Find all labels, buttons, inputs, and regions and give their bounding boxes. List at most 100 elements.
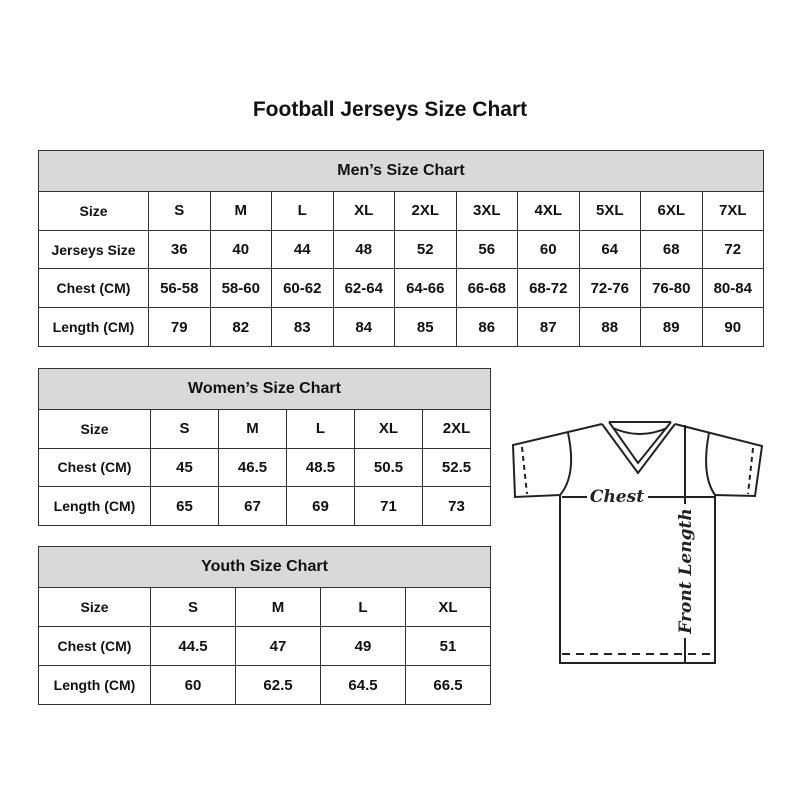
table-cell: S <box>148 190 211 231</box>
table-cell: XL <box>354 408 423 449</box>
table-cell: 83 <box>271 307 334 347</box>
table-row: Size S M L XL <box>38 587 491 628</box>
table-cell: 79 <box>148 307 211 347</box>
table-cell: 44 <box>271 229 334 270</box>
row-label: Length (CM) <box>38 307 149 347</box>
row-label: Chest (CM) <box>38 626 151 667</box>
collar-inner <box>608 421 672 465</box>
table-cell: 90 <box>701 307 764 347</box>
table-cell: L <box>320 587 406 628</box>
youth-table-heading: Youth Size Chart <box>38 545 491 589</box>
table-cell: 64.5 <box>320 665 406 705</box>
table-cell: 73 <box>422 486 491 526</box>
table-cell: S <box>150 587 236 628</box>
table-cell: 64 <box>578 229 641 270</box>
table-cell: 88 <box>578 307 641 347</box>
table-cell: 46.5 <box>218 447 287 488</box>
table-cell: 60 <box>150 665 236 705</box>
table-cell: 62.5 <box>235 665 321 705</box>
table-cell: 85 <box>394 307 457 347</box>
row-label: Jerseys Size <box>38 229 149 270</box>
table-cell: M <box>209 190 272 231</box>
table-cell: 76-80 <box>640 268 703 309</box>
table-cell: 82 <box>209 307 272 347</box>
table-cell: L <box>286 408 355 449</box>
row-label: Size <box>38 190 149 231</box>
mens-size-table: Men’s Size Chart Size S M L XL 2XL 3XL 4XL 5XL 6XL… <box>38 150 764 347</box>
table-cell: 56-58 <box>148 268 211 309</box>
table-cell: 51 <box>405 626 491 667</box>
table-cell: 40 <box>209 229 272 270</box>
table-cell: 49 <box>320 626 406 667</box>
table-cell: 65 <box>150 486 219 526</box>
table-cell: M <box>235 587 321 628</box>
table-cell: XL <box>405 587 491 628</box>
table-cell: 44.5 <box>150 626 236 667</box>
youth-size-table: Youth Size Chart Size S M L XL Chest (CM) 44.5 4… <box>38 545 491 705</box>
table-cell: 86 <box>455 307 518 347</box>
table-row: Jerseys Size 36 40 44 48 52 56 60 64 68 72 <box>38 229 764 270</box>
table-cell: 66-68 <box>455 268 518 309</box>
row-label: Length (CM) <box>38 665 151 705</box>
table-cell: 62-64 <box>332 268 395 309</box>
table-cell: 50.5 <box>354 447 423 488</box>
table-row: Length (CM) 79 82 83 84 85 86 87 88 89 90 <box>38 307 764 347</box>
table-cell: 7XL <box>701 190 764 231</box>
table-cell: L <box>271 190 334 231</box>
table-cell: 2XL <box>422 408 491 449</box>
chest-label: Chest <box>590 487 644 507</box>
table-cell: 3XL <box>455 190 518 231</box>
table-cell: 52 <box>394 229 457 270</box>
table-cell: 36 <box>148 229 211 270</box>
women-table-heading: Women’s Size Chart <box>38 368 491 410</box>
jersey-outline <box>511 423 764 664</box>
row-label: Chest (CM) <box>38 268 149 309</box>
table-cell: 67 <box>218 486 287 526</box>
table-cell: 45 <box>150 447 219 488</box>
table-cell: 87 <box>517 307 580 347</box>
men-table-heading: Men’s Size Chart <box>38 150 764 192</box>
row-label: Size <box>38 408 151 449</box>
table-cell: 48.5 <box>286 447 355 488</box>
collar-back <box>612 427 668 435</box>
table-cell: 80-84 <box>701 268 764 309</box>
table-cell: 5XL <box>578 190 641 231</box>
table-cell: 6XL <box>640 190 703 231</box>
table-cell: 2XL <box>394 190 457 231</box>
table-cell: 68 <box>640 229 703 270</box>
jersey-diagram: Chest Front Length <box>511 421 764 664</box>
table-cell: 69 <box>286 486 355 526</box>
table-row: Size S M L XL 2XL 3XL 4XL 5XL 6XL 7XL <box>38 190 764 231</box>
table-cell: 72-76 <box>578 268 641 309</box>
table-cell: 48 <box>332 229 395 270</box>
table-cell: XL <box>332 190 395 231</box>
table-row: Chest (CM) 56-58 58-60 60-62 62-64 64-66 66-68… <box>38 268 764 309</box>
table-cell: 60-62 <box>271 268 334 309</box>
table-cell: 66.5 <box>405 665 491 705</box>
table-cell: 56 <box>455 229 518 270</box>
table-row: Size S M L XL 2XL <box>38 408 491 449</box>
table-cell: 89 <box>640 307 703 347</box>
table-row: Length (CM) 65 67 69 71 73 <box>38 486 491 526</box>
table-cell: 4XL <box>517 190 580 231</box>
table-cell: S <box>150 408 219 449</box>
right-sleeve-seam <box>705 432 716 496</box>
table-cell: 52.5 <box>422 447 491 488</box>
table-cell: 71 <box>354 486 423 526</box>
table-row: Length (CM) 60 62.5 64.5 66.5 <box>38 665 491 705</box>
row-label: Chest (CM) <box>38 447 151 488</box>
sleeve-hem <box>521 446 754 495</box>
womens-size-table: Women’s Size Chart Size S M L XL 2XL Chest (CM)… <box>38 368 491 526</box>
table-cell: 64-66 <box>394 268 457 309</box>
table-cell: 72 <box>701 229 764 270</box>
table-row: Chest (CM) 44.5 47 49 51 <box>38 626 491 667</box>
collar-outer <box>601 423 676 475</box>
table-cell: 60 <box>517 229 580 270</box>
row-label: Length (CM) <box>38 486 151 526</box>
table-cell: 58-60 <box>209 268 272 309</box>
page-title: Football Jerseys Size Chart <box>252 98 528 121</box>
table-cell: 68-72 <box>517 268 580 309</box>
front-length-label: Front Length <box>676 508 696 634</box>
row-label: Size <box>38 587 151 628</box>
